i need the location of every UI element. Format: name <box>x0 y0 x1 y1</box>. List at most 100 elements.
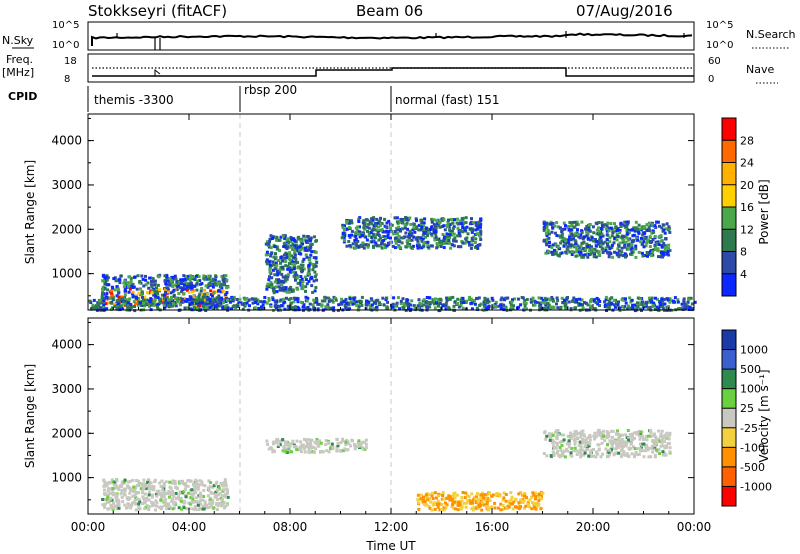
data-cell <box>436 499 440 503</box>
data-cell <box>438 302 442 305</box>
data-cell <box>326 306 330 309</box>
data-cell <box>496 492 500 496</box>
data-cell <box>94 306 98 310</box>
data-cell <box>115 479 119 482</box>
data-cell <box>217 298 221 302</box>
x-tick-label: 12:00 <box>374 520 409 534</box>
data-cell <box>394 216 398 220</box>
data-cell <box>300 277 304 281</box>
data-cell <box>633 307 637 311</box>
data-cell <box>307 267 311 271</box>
data-cell <box>617 255 621 259</box>
data-cell <box>295 448 299 451</box>
colorbar-swatch <box>722 330 736 351</box>
data-cell <box>579 448 583 452</box>
date-label: 07/Aug/2016 <box>576 2 673 20</box>
data-cell <box>493 501 497 505</box>
data-cell <box>268 240 271 244</box>
data-cell <box>461 296 465 300</box>
data-cell <box>621 223 625 227</box>
data-cell <box>198 491 202 495</box>
data-cell <box>567 228 571 232</box>
data-cell <box>618 231 622 234</box>
data-cell <box>604 298 608 302</box>
data-cell <box>415 236 419 240</box>
data-cell <box>141 302 145 305</box>
data-cell <box>314 286 318 289</box>
data-cell <box>385 306 389 310</box>
data-cell <box>580 298 584 302</box>
data-cell <box>301 263 305 267</box>
data-cell <box>624 297 627 301</box>
data-cell <box>573 430 577 434</box>
data-cell <box>630 437 634 441</box>
data-cell <box>604 249 608 252</box>
data-cell <box>103 504 106 508</box>
data-cell <box>131 494 135 498</box>
data-cell <box>573 232 577 236</box>
data-cell <box>92 306 95 310</box>
data-cell <box>181 297 185 301</box>
data-cell <box>458 500 462 504</box>
data-cell <box>634 247 638 251</box>
data-cell <box>593 431 597 435</box>
data-cell <box>287 272 291 276</box>
data-cell <box>424 493 428 497</box>
data-cell <box>308 239 312 243</box>
data-cell <box>560 444 564 447</box>
colorbar-tick-label: 12 <box>740 223 754 236</box>
data-cell <box>428 296 432 300</box>
data-cell <box>110 504 114 508</box>
data-cell <box>591 225 595 229</box>
data-cell <box>587 444 591 448</box>
data-cell <box>152 488 156 492</box>
data-cell <box>474 237 478 241</box>
data-cell <box>549 305 553 309</box>
data-cell <box>205 302 209 306</box>
data-cell <box>410 238 414 242</box>
data-cell <box>303 248 307 252</box>
data-cell <box>422 231 426 235</box>
data-cell <box>600 232 604 236</box>
data-cell <box>639 430 643 434</box>
data-cell <box>268 237 272 241</box>
data-cell <box>555 441 559 445</box>
data-cell <box>574 222 578 226</box>
data-cell <box>106 493 110 497</box>
data-cell <box>133 498 137 502</box>
data-cell <box>625 225 629 229</box>
data-cell <box>373 236 377 240</box>
data-cell <box>424 226 428 230</box>
data-cell <box>627 243 630 247</box>
data-cell <box>504 493 508 496</box>
data-cell <box>299 237 303 241</box>
data-cell <box>282 280 286 284</box>
data-cell <box>620 250 624 254</box>
data-cell <box>111 508 115 511</box>
data-cell <box>268 263 272 267</box>
data-cell <box>626 307 629 311</box>
data-cell <box>453 236 457 240</box>
data-cell <box>548 298 552 302</box>
data-cell <box>477 296 481 300</box>
data-cell <box>680 302 684 306</box>
data-cell <box>232 304 236 308</box>
data-cell <box>367 302 371 306</box>
data-cell <box>619 221 623 225</box>
data-cell <box>195 306 199 310</box>
data-cell <box>214 490 218 494</box>
data-cell <box>304 307 308 310</box>
data-cell <box>657 429 661 433</box>
data-cell <box>163 491 167 495</box>
data-cell <box>198 506 202 510</box>
data-cell <box>414 226 418 230</box>
data-cell <box>165 279 169 283</box>
data-cell <box>472 221 476 225</box>
data-cell <box>200 301 204 305</box>
data-cell <box>328 306 332 310</box>
data-cell <box>183 306 187 310</box>
data-cell <box>638 447 642 451</box>
data-cell <box>357 232 361 236</box>
data-cell <box>417 243 421 247</box>
